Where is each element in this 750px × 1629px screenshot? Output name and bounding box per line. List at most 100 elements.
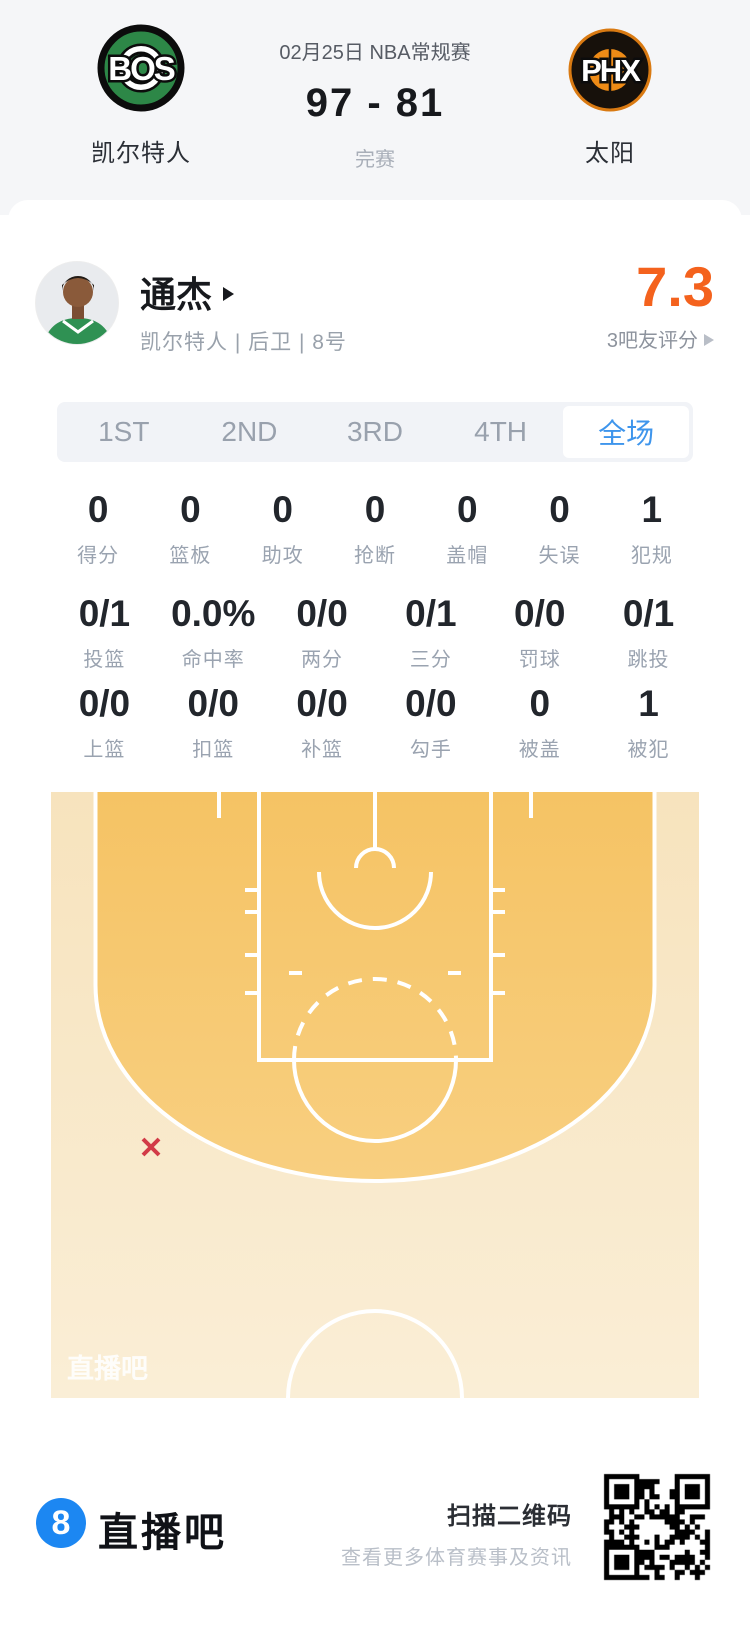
lane-hash-left (245, 888, 259, 995)
stat-label: 篮板 (169, 545, 212, 567)
phx-logo-icon: PHX (568, 28, 652, 112)
center-circle (286, 1309, 464, 1398)
quarter-tabs: 1ST 2ND 3RD 4TH 全场 (57, 402, 693, 462)
stat-label: 投篮 (83, 649, 126, 671)
court-watermark: 直播吧 (67, 1354, 148, 1384)
match-summary: 02月25日 NBA常规赛 97 - 81 完赛 (205, 36, 545, 172)
rating-arrow-icon (704, 333, 714, 346)
stat-label: 助攻 (261, 545, 304, 567)
stat-value: 0/0 (296, 683, 348, 724)
three-point-line (93, 792, 657, 1183)
stat-fouls: 1 犯规 (606, 490, 698, 568)
stat-label: 抢断 (353, 545, 396, 567)
stat-label: 盖帽 (446, 545, 489, 567)
stat-label: 罚球 (518, 649, 561, 671)
player-meta: 凯尔特人 | 后卫 | 8号 (140, 331, 347, 354)
stat-fouled: 1 被犯 (594, 684, 703, 762)
lane-hash-right (491, 888, 505, 995)
stat-value: 0/1 (622, 593, 675, 634)
court-lines (93, 792, 657, 1398)
stat-value: 0 (87, 489, 109, 530)
stat-fg: 0/1 投篮 (50, 594, 159, 672)
stat-label: 三分 (409, 649, 452, 671)
tab-4th[interactable]: 4TH (474, 416, 528, 447)
tab-2nd[interactable]: 2ND (221, 416, 278, 447)
team-home[interactable]: BOS 凯尔特人 (81, 23, 201, 168)
stats-row-1: 0 得分 0 篮板 0 助攻 0 抢断 0 盖帽 0 失误 1 犯规 (52, 490, 698, 568)
baseline-ticks (217, 792, 533, 818)
bos-logo-icon: BOS (97, 24, 185, 112)
player-rating: 7.3 (636, 255, 714, 318)
free-throw-circle-dashed (292, 977, 458, 1061)
stat-steals: 0 抢断 (329, 490, 421, 568)
stat-value: 0 (529, 683, 551, 724)
qr-instruction-subtitle: 查看更多体育赛事及资讯 (341, 1547, 572, 1569)
player-rating-block: 7.3 3吧友评分 (607, 258, 714, 353)
rim-arc (354, 847, 396, 869)
stat-value: 0/0 (296, 593, 348, 634)
player-name: 通杰 (140, 274, 213, 315)
player-photo (36, 262, 118, 344)
stat-label: 勾手 (409, 739, 452, 761)
stat-label: 失误 (538, 545, 581, 567)
team-away-name: 太阳 (585, 140, 635, 167)
team-away[interactable]: PHX 太阳 (552, 27, 668, 168)
stat-value: 1 (638, 683, 659, 724)
stat-2pt: 0/0 两分 (268, 594, 377, 672)
stat-points: 0 得分 (52, 490, 144, 568)
stat-value: 0 (456, 489, 478, 530)
svg-text:BOS: BOS (108, 50, 175, 87)
rating-caption: 3吧友评分 (606, 330, 698, 352)
player-avatar[interactable] (35, 261, 119, 345)
brand-name: 直播吧 (98, 1511, 227, 1555)
tab-full-game[interactable]: 全场 (563, 406, 689, 458)
stat-label: 扣篮 (192, 739, 235, 761)
stat-label: 命中率 (181, 649, 245, 671)
svg-text:PHX: PHX (581, 53, 641, 88)
stat-rebounds: 0 篮板 (144, 490, 236, 568)
tab-1st[interactable]: 1ST (98, 416, 150, 447)
match-date: 02月25日 NBA常规赛 (279, 42, 471, 64)
restricted-area-arc (317, 871, 433, 930)
stat-label: 被犯 (627, 739, 670, 761)
stat-value: 1 (641, 489, 663, 530)
stat-value: 0/0 (405, 683, 457, 724)
paint-key (257, 792, 493, 1062)
stat-fg-pct: 0.0% 命中率 (159, 594, 268, 672)
stat-hook: 0/0 勾手 (376, 684, 485, 762)
tab-3rd[interactable]: 3RD (346, 416, 403, 447)
stat-value: 0 (272, 489, 293, 530)
stat-value: 0/1 (405, 593, 457, 634)
stat-label: 跳投 (627, 649, 670, 671)
stat-label: 被盖 (518, 739, 561, 761)
stat-value: 0 (549, 489, 570, 530)
stat-putback: 0/0 补篮 (268, 684, 377, 762)
stat-value: 0/0 (78, 683, 131, 724)
stat-value: 0.0% (171, 593, 256, 634)
stat-label: 犯规 (630, 545, 673, 567)
stat-layup: 0/0 上篮 (50, 684, 159, 762)
stat-ft: 0/0 罚球 (485, 594, 594, 672)
free-throw-circle-solid (292, 1059, 458, 1143)
stat-dunk: 0/0 扣篮 (159, 684, 268, 762)
stat-3pt: 0/1 三分 (376, 594, 485, 672)
player-name-row[interactable]: 通杰 (140, 269, 235, 315)
match-header: BOS 凯尔特人 02月25日 NBA常规赛 97 - 81 完赛 PHX 太阳 (0, 0, 750, 215)
rating-caption-row[interactable]: 3吧友评分 (607, 324, 714, 353)
qr-instructions: 扫描二维码 查看更多体育赛事及资讯 (341, 1496, 572, 1570)
stat-label: 上篮 (83, 739, 126, 761)
brand-logo-icon: 8 (36, 1498, 86, 1548)
qr-instruction-title: 扫描二维码 (447, 1503, 572, 1530)
stat-value: 0/0 (187, 683, 239, 724)
shot-chart-court: 直播吧 (51, 792, 699, 1398)
stat-jumpshot: 0/1 跳投 (594, 594, 703, 672)
qr-code (600, 1470, 714, 1584)
stat-blocked: 0 被盖 (485, 684, 594, 762)
stat-assists: 0 助攻 (237, 490, 329, 568)
stat-value: 0 (364, 489, 386, 530)
stat-value: 0/0 (514, 593, 566, 634)
team-home-name: 凯尔特人 (91, 140, 191, 167)
player-name-arrow-icon (223, 287, 235, 301)
match-status: 完赛 (355, 149, 395, 171)
